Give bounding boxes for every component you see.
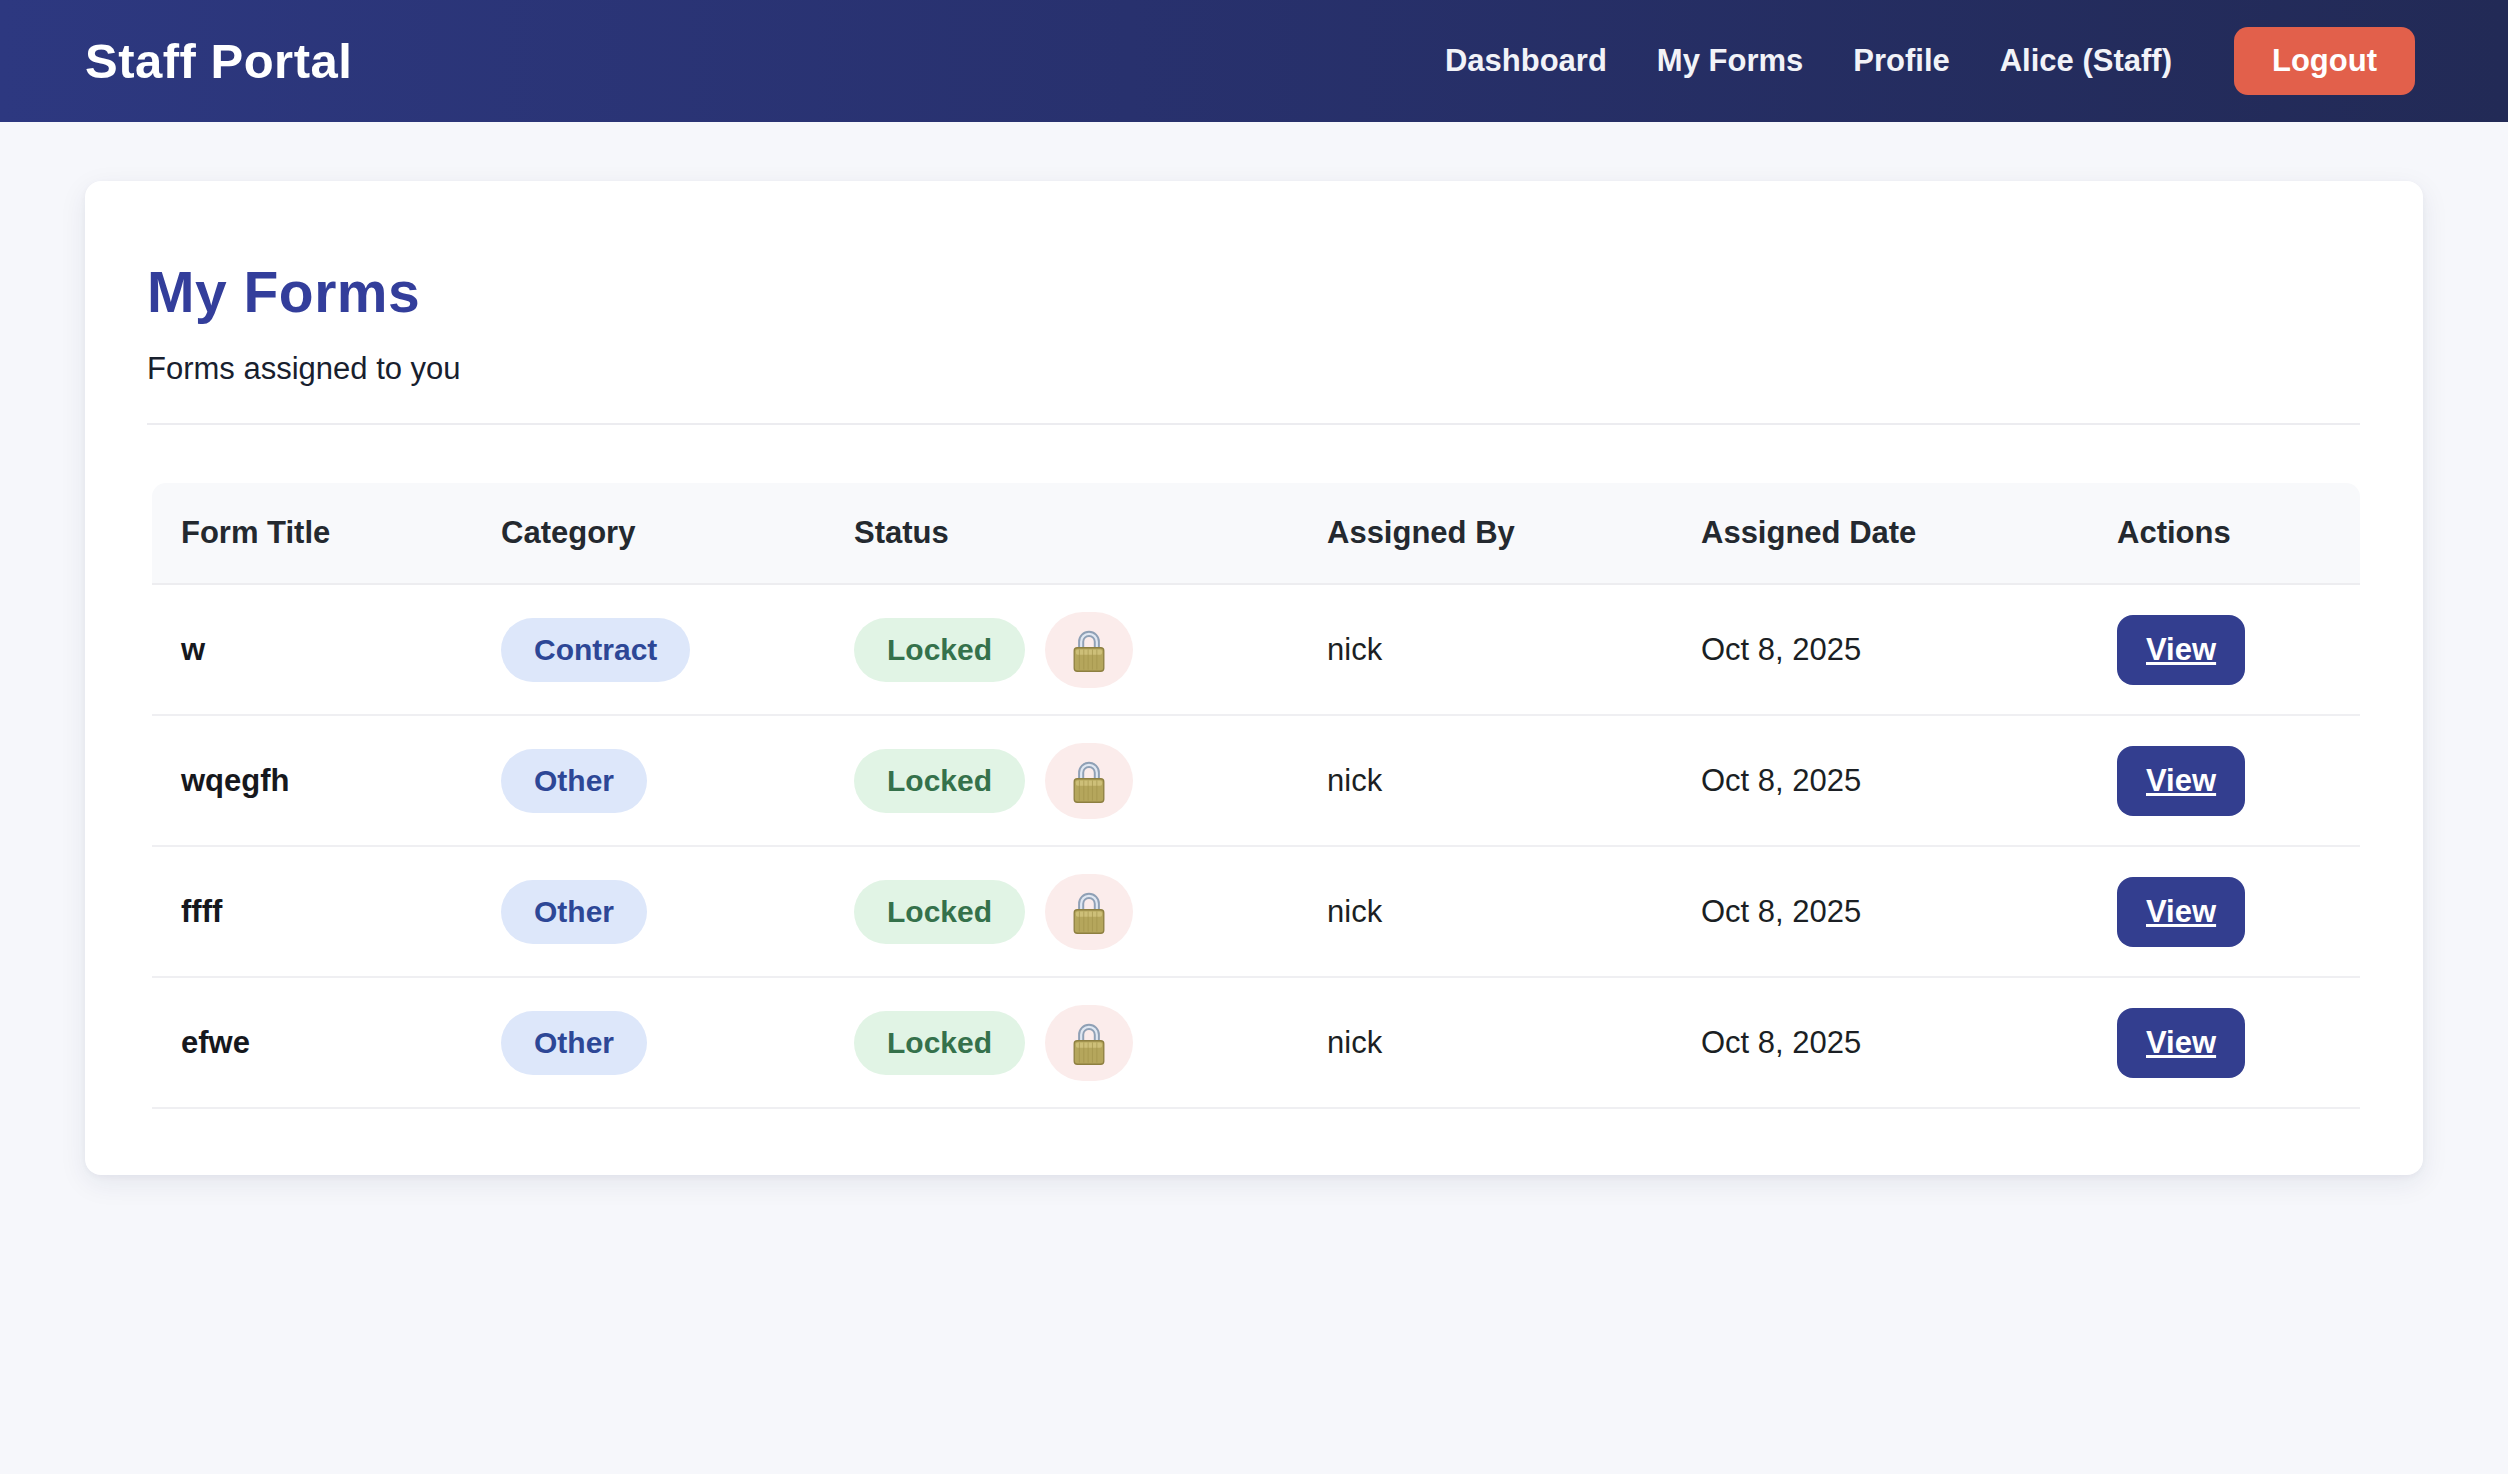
category-cell: Contract (501, 618, 854, 682)
category-badge: Contract (501, 618, 690, 682)
logout-button[interactable]: Logout (2234, 27, 2415, 95)
lock-icon (1045, 743, 1133, 819)
form-title-cell: w (181, 632, 501, 668)
navbar: Staff Portal Dashboard My Forms Profile … (0, 0, 2508, 122)
user-label: Alice (Staff) (2000, 43, 2172, 79)
form-title-cell: efwe (181, 1025, 501, 1061)
table-row: efwe Other Locked nick Oct 8, 2025 View (152, 978, 2360, 1109)
status-badge: Locked (854, 880, 1025, 944)
assigned-date-cell: Oct 8, 2025 (1701, 632, 2117, 668)
category-cell: Other (501, 1011, 854, 1075)
form-title-cell: ffff (181, 894, 501, 930)
actions-cell: View (2117, 877, 2360, 947)
nav-menu: Dashboard My Forms Profile Alice (Staff)… (1445, 27, 2415, 95)
view-button[interactable]: View (2117, 1008, 2245, 1078)
status-cell: Locked (854, 874, 1327, 950)
category-badge: Other (501, 1011, 647, 1075)
page-subtitle: Forms assigned to you (147, 351, 2360, 387)
category-cell: Other (501, 749, 854, 813)
view-button[interactable]: View (2117, 615, 2245, 685)
nav-link-profile[interactable]: Profile (1853, 43, 1949, 79)
status-cell: Locked (854, 1005, 1327, 1081)
status-badge: Locked (854, 618, 1025, 682)
view-button[interactable]: View (2117, 746, 2245, 816)
divider (147, 423, 2360, 425)
page-title: My Forms (147, 259, 2360, 325)
status-cell: Locked (854, 612, 1327, 688)
form-title-cell: wqegfh (181, 763, 501, 799)
column-header-form-title: Form Title (181, 515, 501, 551)
column-header-status: Status (854, 515, 1327, 551)
assigned-by-cell: nick (1327, 763, 1701, 799)
actions-cell: View (2117, 746, 2360, 816)
table-row: w Contract Locked nick Oct 8, 2025 View (152, 585, 2360, 716)
assigned-by-cell: nick (1327, 894, 1701, 930)
table-row: wqegfh Other Locked nick Oct 8, 2025 Vie… (152, 716, 2360, 847)
assigned-date-cell: Oct 8, 2025 (1701, 763, 2117, 799)
category-badge: Other (501, 880, 647, 944)
table-body: w Contract Locked nick Oct 8, 2025 View … (152, 585, 2360, 1109)
table-row: ffff Other Locked nick Oct 8, 2025 View (152, 847, 2360, 978)
assigned-date-cell: Oct 8, 2025 (1701, 894, 2117, 930)
nav-link-dashboard[interactable]: Dashboard (1445, 43, 1607, 79)
brand-logo[interactable]: Staff Portal (85, 33, 352, 89)
actions-cell: View (2117, 615, 2360, 685)
column-header-assigned-by: Assigned By (1327, 515, 1701, 551)
assigned-by-cell: nick (1327, 1025, 1701, 1061)
status-badge: Locked (854, 1011, 1025, 1075)
lock-icon (1045, 612, 1133, 688)
category-cell: Other (501, 880, 854, 944)
status-cell: Locked (854, 743, 1327, 819)
view-button[interactable]: View (2117, 877, 2245, 947)
my-forms-card: My Forms Forms assigned to you Form Titl… (85, 181, 2423, 1175)
actions-cell: View (2117, 1008, 2360, 1078)
column-header-assigned-date: Assigned Date (1701, 515, 2117, 551)
category-badge: Other (501, 749, 647, 813)
nav-link-my-forms[interactable]: My Forms (1657, 43, 1803, 79)
table-header-row: Form Title Category Status Assigned By A… (152, 483, 2360, 585)
assigned-by-cell: nick (1327, 632, 1701, 668)
status-badge: Locked (854, 749, 1025, 813)
column-header-category: Category (501, 515, 854, 551)
column-header-actions: Actions (2117, 515, 2360, 551)
forms-table: Form Title Category Status Assigned By A… (152, 483, 2360, 1109)
lock-icon (1045, 1005, 1133, 1081)
assigned-date-cell: Oct 8, 2025 (1701, 1025, 2117, 1061)
lock-icon (1045, 874, 1133, 950)
